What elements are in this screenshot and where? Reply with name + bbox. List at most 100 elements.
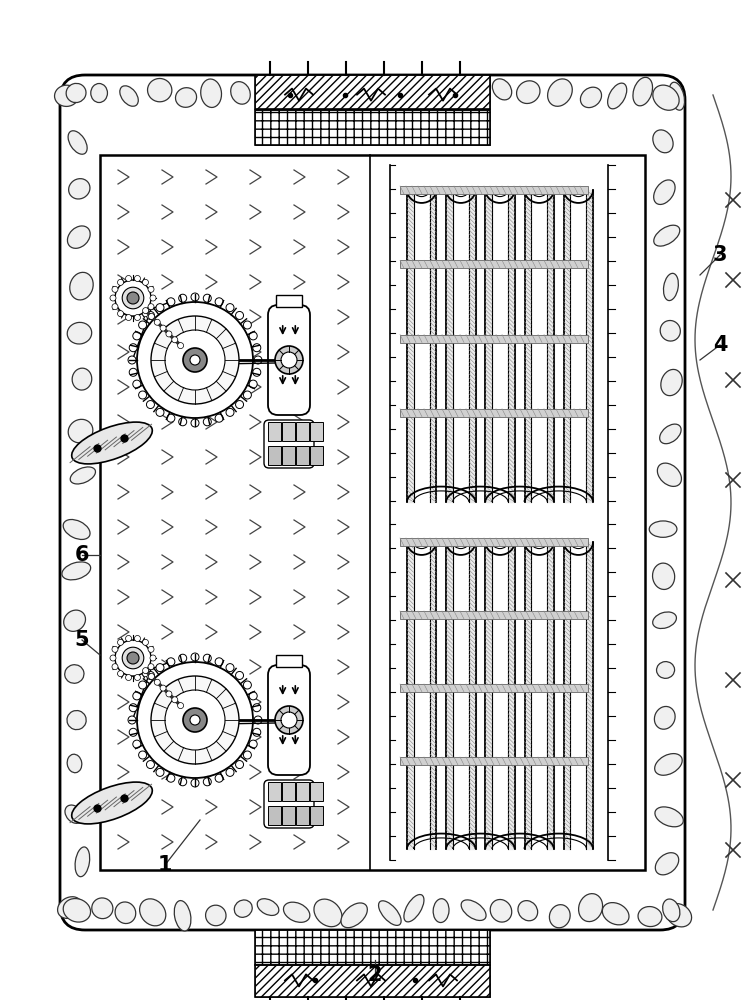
Bar <box>100 155 645 870</box>
Ellipse shape <box>547 79 572 106</box>
Circle shape <box>127 292 139 304</box>
Ellipse shape <box>657 662 675 678</box>
Text: 4: 4 <box>713 335 728 355</box>
Ellipse shape <box>68 419 93 443</box>
Circle shape <box>148 304 154 310</box>
Circle shape <box>150 295 156 301</box>
Ellipse shape <box>257 899 279 915</box>
Ellipse shape <box>657 463 682 486</box>
Ellipse shape <box>653 130 673 153</box>
Ellipse shape <box>669 82 685 110</box>
Ellipse shape <box>319 80 343 105</box>
Circle shape <box>215 298 223 306</box>
Circle shape <box>126 636 131 642</box>
Circle shape <box>254 716 262 724</box>
Bar <box>400 538 588 546</box>
Ellipse shape <box>516 81 540 103</box>
Ellipse shape <box>404 895 424 922</box>
Text: 5: 5 <box>75 630 89 650</box>
Ellipse shape <box>69 179 90 199</box>
Bar <box>282 422 295 441</box>
Circle shape <box>244 681 251 689</box>
Circle shape <box>275 346 303 374</box>
Ellipse shape <box>67 711 86 730</box>
Ellipse shape <box>65 665 84 683</box>
Circle shape <box>215 414 223 422</box>
Ellipse shape <box>653 612 676 629</box>
Ellipse shape <box>608 83 627 109</box>
Circle shape <box>133 692 141 700</box>
Ellipse shape <box>652 563 675 589</box>
Ellipse shape <box>65 805 83 823</box>
Circle shape <box>183 348 207 372</box>
Circle shape <box>118 671 124 677</box>
Circle shape <box>166 691 172 697</box>
Bar <box>268 806 281 825</box>
Circle shape <box>118 311 124 317</box>
Circle shape <box>156 664 164 672</box>
Circle shape <box>204 294 211 302</box>
Ellipse shape <box>90 84 108 103</box>
Circle shape <box>275 706 303 734</box>
Ellipse shape <box>72 782 152 824</box>
FancyBboxPatch shape <box>268 305 310 415</box>
Circle shape <box>179 654 187 662</box>
Bar <box>282 806 295 825</box>
Circle shape <box>253 344 261 352</box>
Ellipse shape <box>654 225 680 246</box>
Circle shape <box>143 668 149 674</box>
Circle shape <box>126 674 131 680</box>
Bar <box>400 260 588 268</box>
Bar <box>276 655 302 667</box>
Circle shape <box>178 703 184 709</box>
Ellipse shape <box>341 903 367 928</box>
Bar <box>400 334 588 342</box>
Bar <box>276 295 302 307</box>
Circle shape <box>179 294 187 302</box>
Bar <box>282 782 295 801</box>
Circle shape <box>204 778 211 786</box>
Circle shape <box>143 308 149 314</box>
Circle shape <box>244 321 251 329</box>
Ellipse shape <box>379 901 401 925</box>
Circle shape <box>235 671 244 679</box>
Bar <box>296 446 309 465</box>
Circle shape <box>250 380 257 388</box>
Circle shape <box>165 330 225 390</box>
Circle shape <box>244 391 251 399</box>
Ellipse shape <box>492 79 512 100</box>
Ellipse shape <box>466 79 486 100</box>
Ellipse shape <box>67 754 82 773</box>
Circle shape <box>112 304 118 310</box>
Bar <box>310 446 323 465</box>
Circle shape <box>191 779 199 787</box>
Circle shape <box>149 313 155 319</box>
Text: 6: 6 <box>75 545 89 565</box>
Ellipse shape <box>653 85 679 110</box>
Circle shape <box>143 639 149 645</box>
Circle shape <box>179 418 187 426</box>
Circle shape <box>118 639 124 645</box>
Circle shape <box>146 761 155 769</box>
Ellipse shape <box>66 83 86 103</box>
Bar <box>255 110 490 145</box>
Bar <box>310 806 323 825</box>
Ellipse shape <box>54 85 78 106</box>
Ellipse shape <box>649 521 677 537</box>
Circle shape <box>149 673 155 679</box>
Bar <box>282 446 295 465</box>
Circle shape <box>128 716 136 724</box>
Circle shape <box>250 692 257 700</box>
Circle shape <box>129 344 137 352</box>
Circle shape <box>143 279 149 285</box>
Circle shape <box>156 304 164 312</box>
Circle shape <box>172 337 178 343</box>
Bar <box>400 186 588 194</box>
Ellipse shape <box>72 422 152 464</box>
Circle shape <box>190 715 200 725</box>
Circle shape <box>139 681 146 689</box>
Circle shape <box>165 690 225 750</box>
FancyBboxPatch shape <box>264 420 314 468</box>
Circle shape <box>155 319 161 325</box>
Bar <box>255 930 490 965</box>
